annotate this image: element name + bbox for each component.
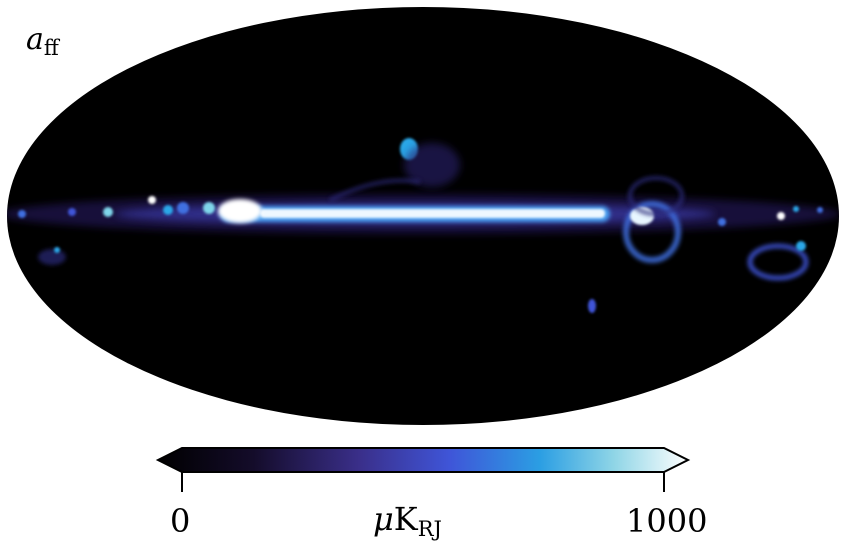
loop-region-right [623,201,681,263]
patch-lower-left [38,249,66,265]
knot-5 [203,202,215,214]
swirl-lower-right [747,243,809,281]
knot-8 [718,218,726,226]
knot-9 [777,212,785,220]
mollweide-map [7,7,839,425]
unit-sub: RJ [417,517,442,541]
knot-3 [163,205,173,215]
patch-lower-left-knot [54,247,60,253]
high-latitude-haze [404,143,460,187]
knot-1 [103,207,113,217]
bright-region-left [218,199,262,223]
swirl-knot [796,241,806,251]
component-label: aff [26,22,59,60]
knot-11 [817,207,823,213]
unit-prefix: μ [373,500,394,538]
unit-main: K [393,500,418,538]
colorbar-min-label: 0 [170,502,191,540]
colorbar-body [155,447,691,473]
plane-core [260,209,605,218]
knot-4 [177,202,189,214]
component-label-sub: ff [43,36,59,60]
knot-6 [18,210,26,218]
filament-arc-upper [329,178,421,202]
colorbar-max-label: 1000 [626,502,708,540]
loop-arc-right [628,176,684,216]
knot-7 [68,208,76,216]
colorbar-unit-label: μKRJ [373,500,442,541]
colorbar [155,447,691,492]
knot-10 [793,206,799,212]
component-label-main: a [26,22,44,57]
knot-2 [148,196,156,204]
southern-blob [588,299,596,313]
free-free-emission [7,138,839,313]
